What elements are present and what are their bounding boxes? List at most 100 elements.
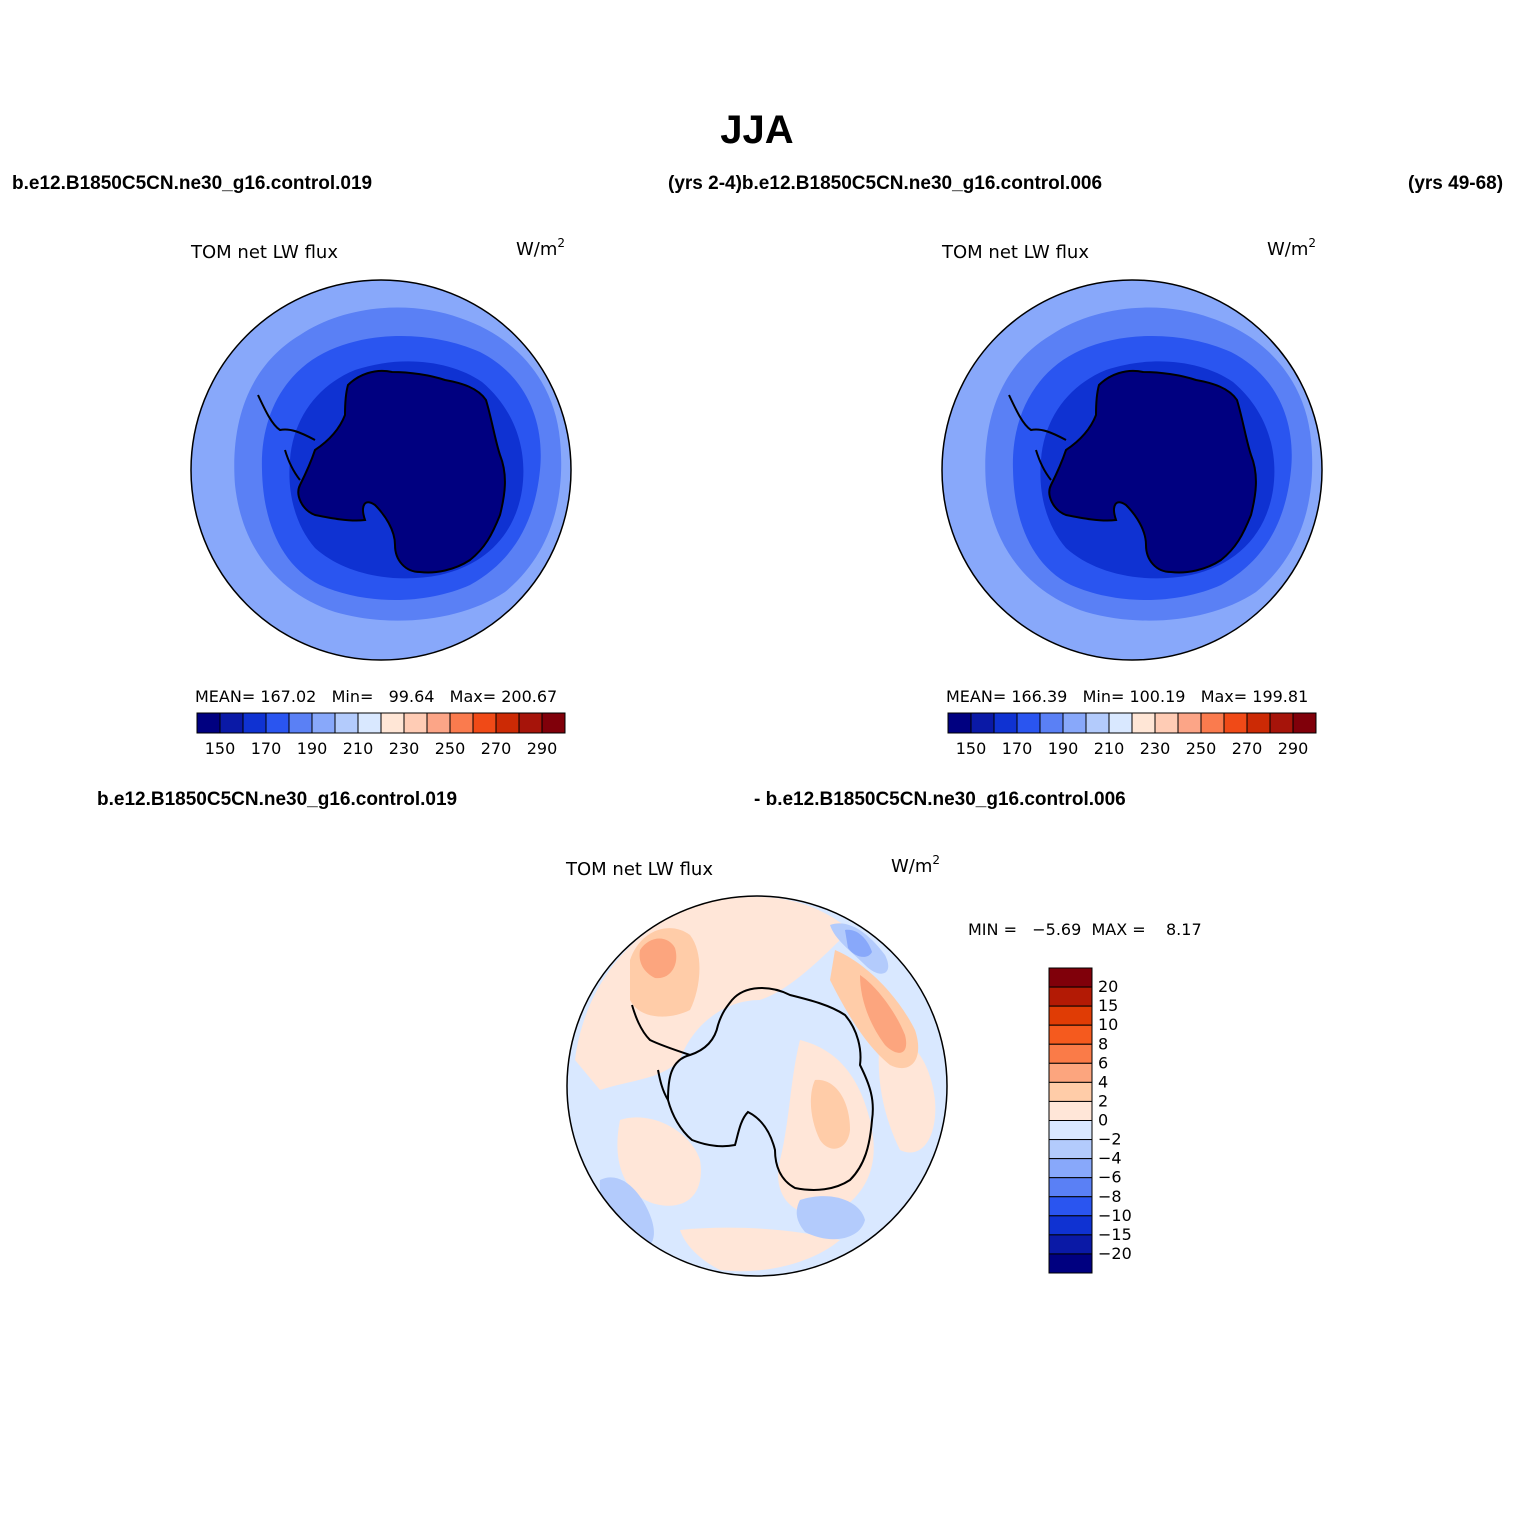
figure-title: JJA [720, 108, 793, 152]
colorbar-swatch [357, 712, 382, 734]
colorbar-swatch [1048, 1005, 1093, 1026]
field-patch-warm [810, 1079, 850, 1149]
colorbar-tick-label: 230 [1140, 739, 1171, 758]
peninsula-outline [1008, 394, 1067, 481]
colorbar-swatch [1048, 1100, 1093, 1121]
colorbar-tick-label: −8 [1098, 1187, 1122, 1206]
colorbar-swatch [1154, 712, 1179, 734]
map-border [941, 279, 1323, 661]
colorbar-tick-label: −15 [1098, 1225, 1132, 1244]
colorbar-swatch [541, 712, 566, 734]
field-patch-positive [680, 1227, 840, 1272]
panel-units-label: W/m2 [1267, 236, 1316, 260]
colorbar-swatch [1048, 1024, 1093, 1045]
colorbar-swatch [380, 712, 405, 734]
colorbar-swatch [1062, 712, 1087, 734]
colorbar-swatch [403, 712, 428, 734]
top-right-header: (yrs 49-68) [1408, 173, 1503, 194]
colorbar-swatch [1048, 1215, 1093, 1236]
colorbar-tick-label: 4 [1098, 1072, 1108, 1091]
panel-stats: MEAN= 167.02 Min= 99.64 Max= 200.67 [195, 687, 557, 706]
colorbar-swatch [334, 712, 359, 734]
colorbar-swatch [947, 712, 972, 734]
colorbar-swatch [472, 712, 497, 734]
map-border [190, 279, 572, 661]
field-patch-cool [599, 1177, 654, 1249]
panel-variable-label: TOM net LW flux [565, 859, 713, 880]
colorbar-swatch [1048, 1062, 1093, 1083]
field-patch-positive [878, 1038, 936, 1153]
field-patch-hot [639, 938, 677, 979]
colorbar-tick-label: 150 [205, 739, 236, 758]
colorbar-swatch [1048, 1139, 1093, 1160]
panel-stats: MIN = −5.69 MAX = 8.17 [968, 920, 1202, 939]
colorbar-swatch [1048, 1253, 1093, 1274]
polar-map-field [942, 280, 1322, 660]
colorbar-tick-label: 230 [389, 739, 420, 758]
colorbar-tick-label: 20 [1098, 977, 1118, 996]
colorbar-swatch [242, 712, 267, 734]
colorbar-tick-label: 290 [1278, 739, 1309, 758]
panel-stats: MEAN= 166.39 Min= 100.19 Max= 199.81 [946, 687, 1308, 706]
panel-units-label: W/m2 [516, 236, 565, 260]
colorbar-tick-label: 270 [481, 739, 512, 758]
colorbar-tick-label: 2 [1098, 1091, 1108, 1110]
colorbar-tick-label: 210 [343, 739, 374, 758]
colorbar-swatch [1177, 712, 1202, 734]
colorbar-swatch [1048, 1177, 1093, 1198]
bottom-left-header: b.e12.B1850C5CN.ne30_g16.control.019 [97, 789, 457, 810]
colorbar-swatch [288, 712, 313, 734]
map-panel-control-006: TOM net LW flux W/m2 MEAN= 166.39 Min= 1… [941, 236, 1323, 758]
colorbar-swatch [1269, 712, 1294, 734]
colorbar-tick-label: 190 [1048, 739, 1079, 758]
map-panel-difference: TOM net LW flux W/m2 MIN = −5.69 MAX = 8… [565, 853, 1202, 1277]
colorbar-swatch [1048, 986, 1093, 1007]
panel-units-label: W/m2 [891, 853, 940, 877]
bottom-right-header: - b.e12.B1850C5CN.ne30_g16.control.006 [754, 789, 1126, 810]
colorbar-swatch [993, 712, 1018, 734]
colorbar-swatch [1048, 1081, 1093, 1102]
field-patch-cool [796, 1196, 865, 1240]
colorbar-tick-label: 15 [1098, 996, 1118, 1015]
colorbar-swatch [1048, 967, 1093, 988]
field-patch-hot [860, 975, 907, 1053]
colorbar-swatch [1048, 1158, 1093, 1179]
colorbar-swatch [1246, 712, 1271, 734]
colorbar-swatch [1292, 712, 1317, 734]
polar-map-field [567, 896, 947, 1276]
colorbar-swatch [311, 712, 336, 734]
antarctica-outline [666, 987, 874, 1191]
colorbar-swatch [495, 712, 520, 734]
panel-variable-label: TOM net LW flux [941, 242, 1089, 263]
colorbar-tick-label: 10 [1098, 1015, 1118, 1034]
top-mid-header: (yrs 2-4)b.e12.B1850C5CN.ne30_g16.contro… [668, 173, 1102, 194]
map-border [566, 895, 948, 1277]
field-patch-cool [845, 929, 872, 957]
colorbar-swatch [449, 712, 474, 734]
colorbar-swatch [1223, 712, 1248, 734]
peninsula-outline [631, 1004, 691, 1101]
colorbar-tick-label: 190 [297, 739, 328, 758]
colorbar-tick-label: 250 [435, 739, 466, 758]
colorbar-swatch [1048, 1120, 1093, 1141]
colorbar-swatch [1085, 712, 1110, 734]
polar-map-field [191, 280, 571, 660]
colorbar-swatch [1048, 1234, 1093, 1255]
colorbar-tick-label: 170 [1002, 739, 1033, 758]
colorbar-tick-label: 150 [956, 739, 987, 758]
colorbar-tick-label: 8 [1098, 1034, 1108, 1053]
antarctica-core [1048, 369, 1257, 574]
field-patch-positive [617, 1117, 701, 1206]
colorbar-swatch [1016, 712, 1041, 734]
colorbar-swatch [518, 712, 543, 734]
colorbar-swatch [265, 712, 290, 734]
colorbar-tick-label: 250 [1186, 739, 1217, 758]
panel-variable-label: TOM net LW flux [190, 242, 338, 263]
colorbar-swatch [426, 712, 451, 734]
antarctica-core [297, 369, 506, 574]
colorbar-tick-label: −4 [1098, 1149, 1122, 1168]
colorbar-abs: 150 170 190 210 230 250 270 290 [947, 712, 1317, 758]
colorbar-swatch [1200, 712, 1225, 734]
